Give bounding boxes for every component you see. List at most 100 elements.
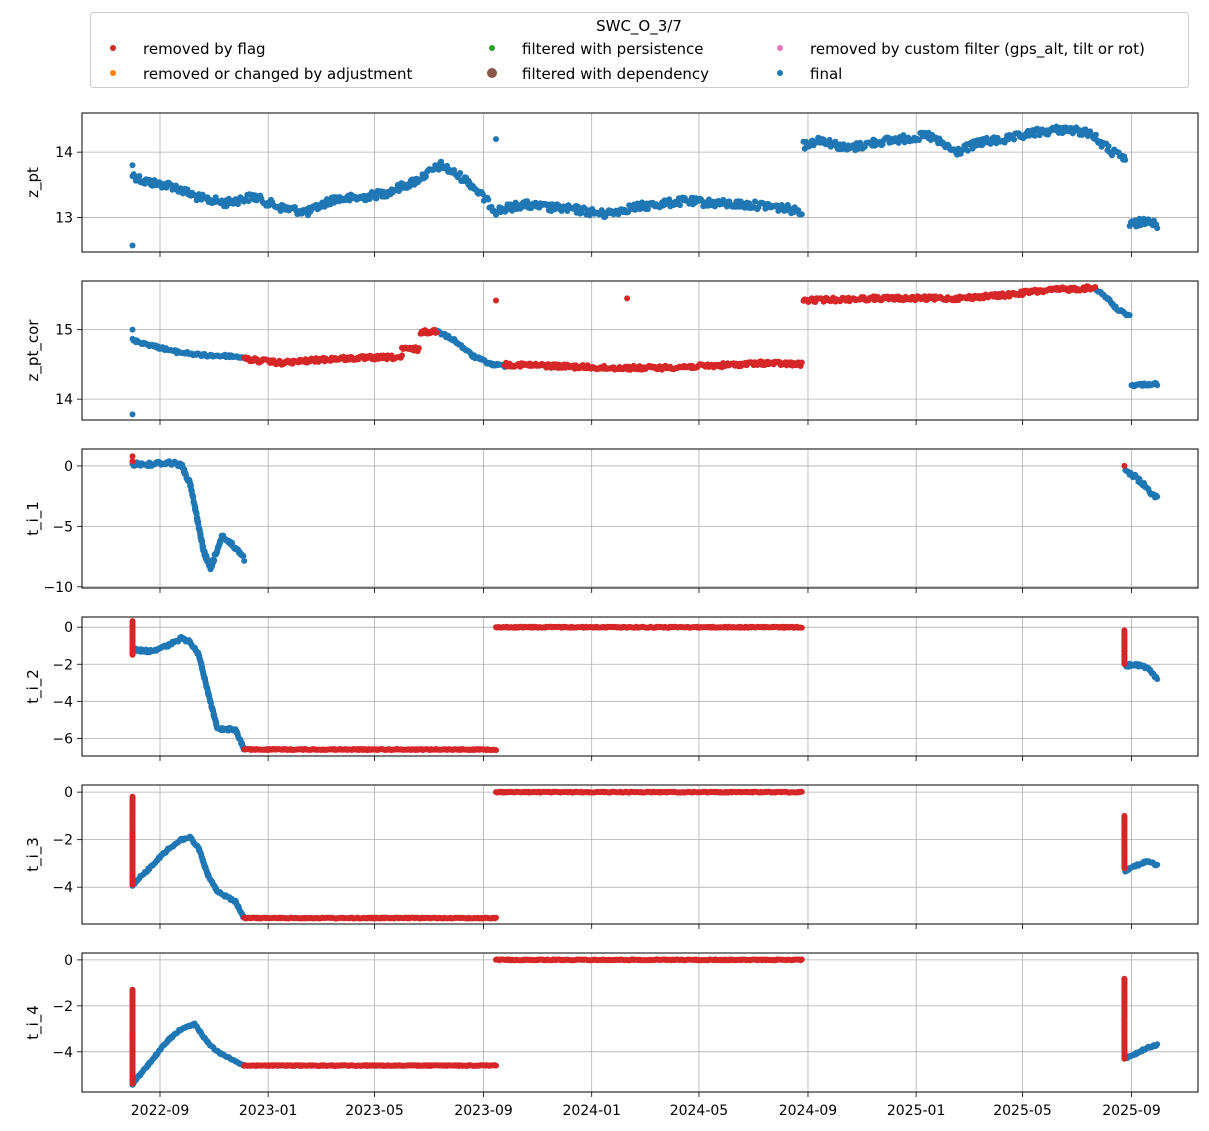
y-tick-label: 15 xyxy=(55,323,73,339)
data-point xyxy=(406,183,413,190)
legend-marker xyxy=(777,70,783,76)
data-point xyxy=(493,297,499,304)
data-point xyxy=(423,173,429,180)
legend-entry: removed or changed by adjustment xyxy=(110,65,412,83)
panel-frame xyxy=(81,280,1199,421)
panel: −10 −5 0 t_i_1 xyxy=(24,448,1199,596)
data-point xyxy=(832,138,839,145)
y-tick-label: −4 xyxy=(52,880,73,896)
data-point xyxy=(1079,132,1085,138)
y-tick-label: −2 xyxy=(52,999,73,1015)
legend-entry: filtered with dependency xyxy=(487,65,709,83)
data-point xyxy=(798,211,805,218)
panel: 14 15 z_pt_cor xyxy=(24,280,1199,425)
y-tick-label: −4 xyxy=(52,1045,73,1061)
data-point xyxy=(586,212,593,219)
legend-entry: removed by custom filter (gps_alt, tilt … xyxy=(777,40,1145,59)
data-point xyxy=(129,881,136,888)
series-group xyxy=(129,788,1161,922)
series-removed-by-flag xyxy=(493,295,631,304)
data-point xyxy=(916,137,922,143)
data-point xyxy=(129,458,136,465)
panel: −6 −4 −2 0 t_i_2 xyxy=(24,616,1199,761)
series-final xyxy=(129,634,1161,753)
data-point xyxy=(399,352,405,359)
y-tick-label: 14 xyxy=(55,392,73,408)
legend-entry: final xyxy=(777,65,842,83)
data-point xyxy=(1121,1055,1128,1062)
y-tick-label: −6 xyxy=(52,731,73,747)
series-group xyxy=(129,618,1161,754)
data-point xyxy=(798,359,805,366)
y-axis-label: t_i_4 xyxy=(24,1005,43,1040)
legend-marker xyxy=(110,45,116,51)
y-tick-label: 0 xyxy=(64,459,73,475)
legend-label: removed by custom filter (gps_alt, tilt … xyxy=(810,40,1145,59)
legend-frame xyxy=(90,12,1189,88)
data-point xyxy=(900,132,907,139)
data-point xyxy=(1121,661,1128,667)
data-point xyxy=(1092,284,1099,290)
data-point xyxy=(129,242,136,249)
data-point xyxy=(1154,225,1161,232)
data-point xyxy=(146,177,153,183)
data-point xyxy=(211,557,218,564)
data-point xyxy=(1082,126,1089,133)
panel-frame xyxy=(81,112,1199,253)
y-tick-label: −2 xyxy=(52,833,73,849)
data-point xyxy=(632,206,639,213)
y-axis-label: t_i_1 xyxy=(24,501,43,536)
data-point xyxy=(1069,130,1076,137)
series-removed-by-flag xyxy=(241,283,1099,373)
data-point xyxy=(578,209,585,216)
x-tick-label: 2023-09 xyxy=(454,1103,513,1119)
series-group xyxy=(129,956,1161,1088)
x-tick-label: 2024-01 xyxy=(562,1103,621,1119)
legend-title: SWC_O_3/7 xyxy=(596,17,682,36)
legend-marker xyxy=(487,68,497,78)
legend-marker xyxy=(777,45,783,51)
panel: −4 −2 0 t_i_3 xyxy=(24,784,1199,929)
data-point xyxy=(433,329,440,336)
data-point xyxy=(1154,1041,1161,1048)
data-point xyxy=(798,624,805,631)
data-point xyxy=(493,914,499,921)
data-point xyxy=(129,453,136,460)
y-tick-label: 0 xyxy=(64,620,73,636)
data-point xyxy=(624,295,631,302)
data-point xyxy=(1105,143,1112,150)
x-tick-label: 2022-09 xyxy=(131,1103,190,1119)
legend-label: removed by flag xyxy=(143,40,266,58)
legend-label: filtered with dependency xyxy=(522,65,709,83)
legend-label: filtered with persistence xyxy=(522,40,703,58)
panel-frame xyxy=(81,448,1199,589)
data-point xyxy=(1126,312,1133,319)
data-point xyxy=(493,1062,499,1069)
data-point xyxy=(366,196,373,202)
y-tick-label: −4 xyxy=(52,694,73,710)
series-final xyxy=(129,833,1161,921)
data-point xyxy=(479,191,486,198)
data-point xyxy=(129,162,136,169)
data-point xyxy=(1154,382,1161,389)
y-tick-label: −10 xyxy=(43,580,73,596)
y-tick-label: 13 xyxy=(55,210,73,226)
data-point xyxy=(373,195,380,202)
data-point xyxy=(509,207,516,214)
legend-label: removed or changed by adjustment xyxy=(143,65,412,83)
data-point xyxy=(129,651,136,658)
series-group xyxy=(129,123,1161,249)
series-final xyxy=(129,458,1161,573)
series-final xyxy=(129,326,136,418)
x-tick-label: 2025-05 xyxy=(993,1103,1052,1119)
series-final xyxy=(129,123,1161,232)
series-final xyxy=(129,136,499,249)
y-tick-label: 0 xyxy=(64,953,73,969)
series-removed-by-flag xyxy=(129,618,1128,754)
y-tick-label: 0 xyxy=(64,785,73,801)
series-removed-by-flag xyxy=(129,956,1128,1087)
y-axis-label: z_pt_cor xyxy=(24,319,43,382)
y-tick-label: −2 xyxy=(52,657,73,673)
x-tick-label: 2023-05 xyxy=(345,1103,404,1119)
